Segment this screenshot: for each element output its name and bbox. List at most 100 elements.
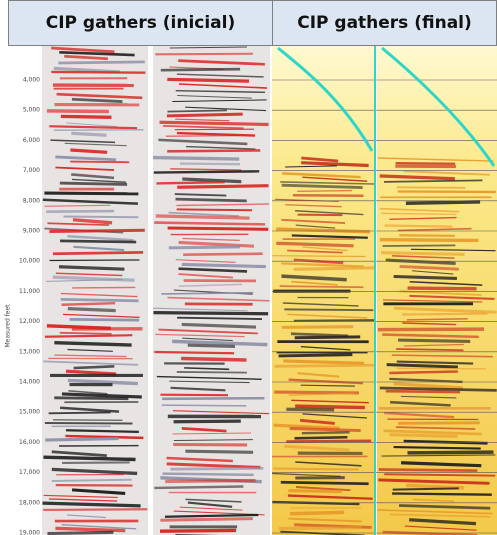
reflection bbox=[278, 353, 353, 358]
reflection bbox=[159, 120, 269, 127]
reflection bbox=[187, 501, 233, 508]
reflection bbox=[47, 530, 114, 535]
seismic-panels: Measured feet 4,000 5,000 6,000 7,000 8,000 9… bbox=[0, 46, 497, 535]
reflection bbox=[288, 517, 362, 523]
reflection bbox=[407, 286, 477, 291]
reflection bbox=[285, 204, 342, 208]
reflection bbox=[172, 339, 268, 347]
reflection bbox=[45, 436, 119, 442]
reflection bbox=[166, 456, 233, 463]
tick-label: 15,000 bbox=[19, 409, 40, 416]
axis-strip bbox=[0, 46, 42, 535]
reflection bbox=[399, 234, 455, 237]
reflection bbox=[176, 208, 253, 212]
reflection bbox=[382, 244, 456, 247]
reflection bbox=[47, 222, 109, 226]
reflection bbox=[181, 322, 257, 329]
reflection bbox=[399, 265, 459, 271]
reflection bbox=[175, 118, 230, 122]
reflection bbox=[178, 83, 268, 89]
reflection bbox=[178, 267, 248, 273]
reflection bbox=[300, 418, 335, 425]
reflection bbox=[160, 67, 241, 72]
reflection bbox=[292, 193, 364, 198]
reflection bbox=[392, 492, 492, 496]
reflection bbox=[167, 226, 269, 231]
reflection bbox=[300, 345, 351, 351]
reflection bbox=[389, 216, 457, 220]
reflection bbox=[297, 372, 340, 378]
reflection bbox=[288, 392, 355, 396]
reflection bbox=[42, 198, 138, 205]
reflection bbox=[69, 317, 140, 322]
reflection bbox=[384, 411, 455, 419]
reflection bbox=[397, 227, 472, 232]
reflection bbox=[158, 138, 248, 146]
reflection bbox=[155, 52, 253, 56]
reflection bbox=[273, 467, 359, 471]
reflection bbox=[395, 426, 476, 430]
tick-label: 18,000 bbox=[19, 499, 40, 506]
reflection bbox=[61, 392, 142, 399]
velocity-curve bbox=[277, 46, 374, 152]
reflection bbox=[43, 455, 136, 462]
reflection bbox=[160, 517, 253, 522]
reflection bbox=[49, 228, 145, 233]
reflection bbox=[55, 526, 126, 533]
reflection bbox=[385, 389, 461, 394]
reflection bbox=[411, 270, 454, 275]
reflection bbox=[61, 523, 137, 530]
reflection bbox=[384, 224, 453, 228]
axis-label: Measured feet bbox=[5, 304, 12, 348]
reflection bbox=[406, 318, 468, 321]
reflection bbox=[181, 262, 266, 269]
reflection bbox=[182, 177, 242, 184]
reflection bbox=[382, 333, 479, 339]
reflection bbox=[50, 139, 116, 144]
reflection bbox=[51, 70, 146, 74]
reflection bbox=[276, 227, 370, 234]
reflection bbox=[380, 251, 465, 256]
reflection bbox=[390, 400, 451, 407]
reflection bbox=[71, 173, 115, 180]
reflection bbox=[177, 316, 263, 320]
reflection bbox=[382, 299, 483, 303]
reflection bbox=[295, 485, 351, 492]
reflection bbox=[379, 386, 497, 392]
reflection bbox=[58, 60, 145, 65]
tick-label: 17,000 bbox=[19, 469, 40, 476]
reflection bbox=[287, 494, 373, 500]
reflection bbox=[297, 213, 343, 217]
reflection bbox=[288, 378, 364, 385]
reflection bbox=[393, 274, 457, 280]
reflection bbox=[379, 207, 460, 213]
reflection bbox=[293, 319, 375, 322]
reflection bbox=[381, 454, 496, 457]
reflection bbox=[291, 399, 369, 404]
reflection bbox=[73, 245, 125, 252]
reflection bbox=[293, 266, 375, 271]
reflection bbox=[280, 181, 375, 185]
reflection bbox=[185, 498, 242, 503]
reflection bbox=[182, 237, 240, 242]
reflection bbox=[185, 145, 256, 150]
reflection bbox=[178, 273, 233, 279]
reflection bbox=[185, 449, 254, 454]
reflection bbox=[396, 360, 474, 365]
tick-label: 5,000 bbox=[23, 107, 40, 114]
reflection bbox=[187, 343, 235, 348]
reflection bbox=[52, 250, 144, 256]
velocity-curve bbox=[381, 46, 496, 167]
reflection bbox=[276, 241, 354, 248]
reflection bbox=[169, 46, 247, 49]
reflection bbox=[73, 365, 115, 370]
reflection bbox=[62, 313, 140, 318]
tick-label: 19,000 bbox=[19, 530, 40, 535]
reflection bbox=[170, 168, 242, 171]
reflection bbox=[46, 109, 109, 114]
reflection bbox=[51, 450, 107, 458]
reflection bbox=[389, 513, 491, 518]
reflection bbox=[177, 94, 252, 99]
reflection bbox=[286, 439, 372, 443]
reflection bbox=[43, 508, 148, 512]
